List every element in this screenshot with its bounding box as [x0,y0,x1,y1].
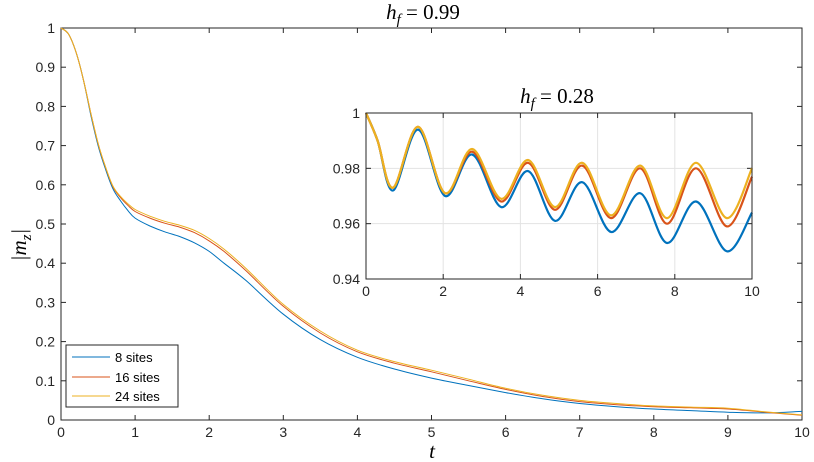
main-title: hf = 0.99 [386,0,460,28]
legend-label-16-sites: 16 sites [115,370,160,385]
legend-label-24-sites: 24 sites [115,389,160,404]
inset-frame [365,112,753,280]
main-ytick-label: 0.5 [36,216,56,232]
main-ytick-label: 0.1 [36,373,56,389]
inset-plot-area [365,112,753,280]
y-axis-label: |mz| [7,229,35,262]
main-ytick-label: 1 [47,20,55,36]
main-xtick-label: 3 [279,424,287,440]
main-ytick-label: 0.3 [36,294,56,310]
legend-label-8-sites: 8 sites [115,350,153,365]
main-xtick-label: 7 [576,424,584,440]
main-ytick-label: 0 [47,412,55,428]
inset-xtick-label: 4 [517,283,525,299]
main-ytick-label: 0.2 [36,334,56,350]
inset-xtick-label: 6 [594,283,602,299]
main-xtick-label: 8 [650,424,658,440]
main-xtick-label: 2 [205,424,213,440]
main-xtick-label: 0 [57,424,65,440]
inset-ytick-label: 0.94 [333,271,360,287]
main-xtick-label: 5 [428,424,436,440]
inset-title: hf = 0.28 [520,84,594,112]
main-xtick-label: 10 [794,424,810,440]
legend: 8 sites 16 sites 24 sites [65,344,179,408]
main-xtick-label: 6 [502,424,510,440]
main-series-line-24-sites [60,27,803,416]
inset-xtick-label: 2 [439,283,447,299]
main-ytick-label: 0.4 [36,255,56,271]
inset-xtick-label: 8 [671,283,679,299]
main-xtick-label: 4 [354,424,362,440]
inset-xtick-label: 0 [362,283,370,299]
x-axis-label: t [429,439,436,462]
main-ytick-label: 0.6 [36,177,56,193]
main-xtick-label: 9 [724,424,732,440]
inset-ytick-label: 0.96 [333,216,360,232]
legend-box [65,344,179,408]
inset-ytick-label: 1 [352,105,360,121]
main-ytick-label: 0.9 [36,59,56,75]
main-ytick-label: 0.8 [36,98,56,114]
main-series-line-8-sites [60,27,803,414]
inset-xtick-label: 10 [744,283,760,299]
main-ytick-label: 0.7 [36,138,56,154]
main-xtick-label: 1 [131,424,139,440]
inset-ytick-label: 0.98 [333,160,360,176]
inset-series-line-24-sites [364,112,754,220]
